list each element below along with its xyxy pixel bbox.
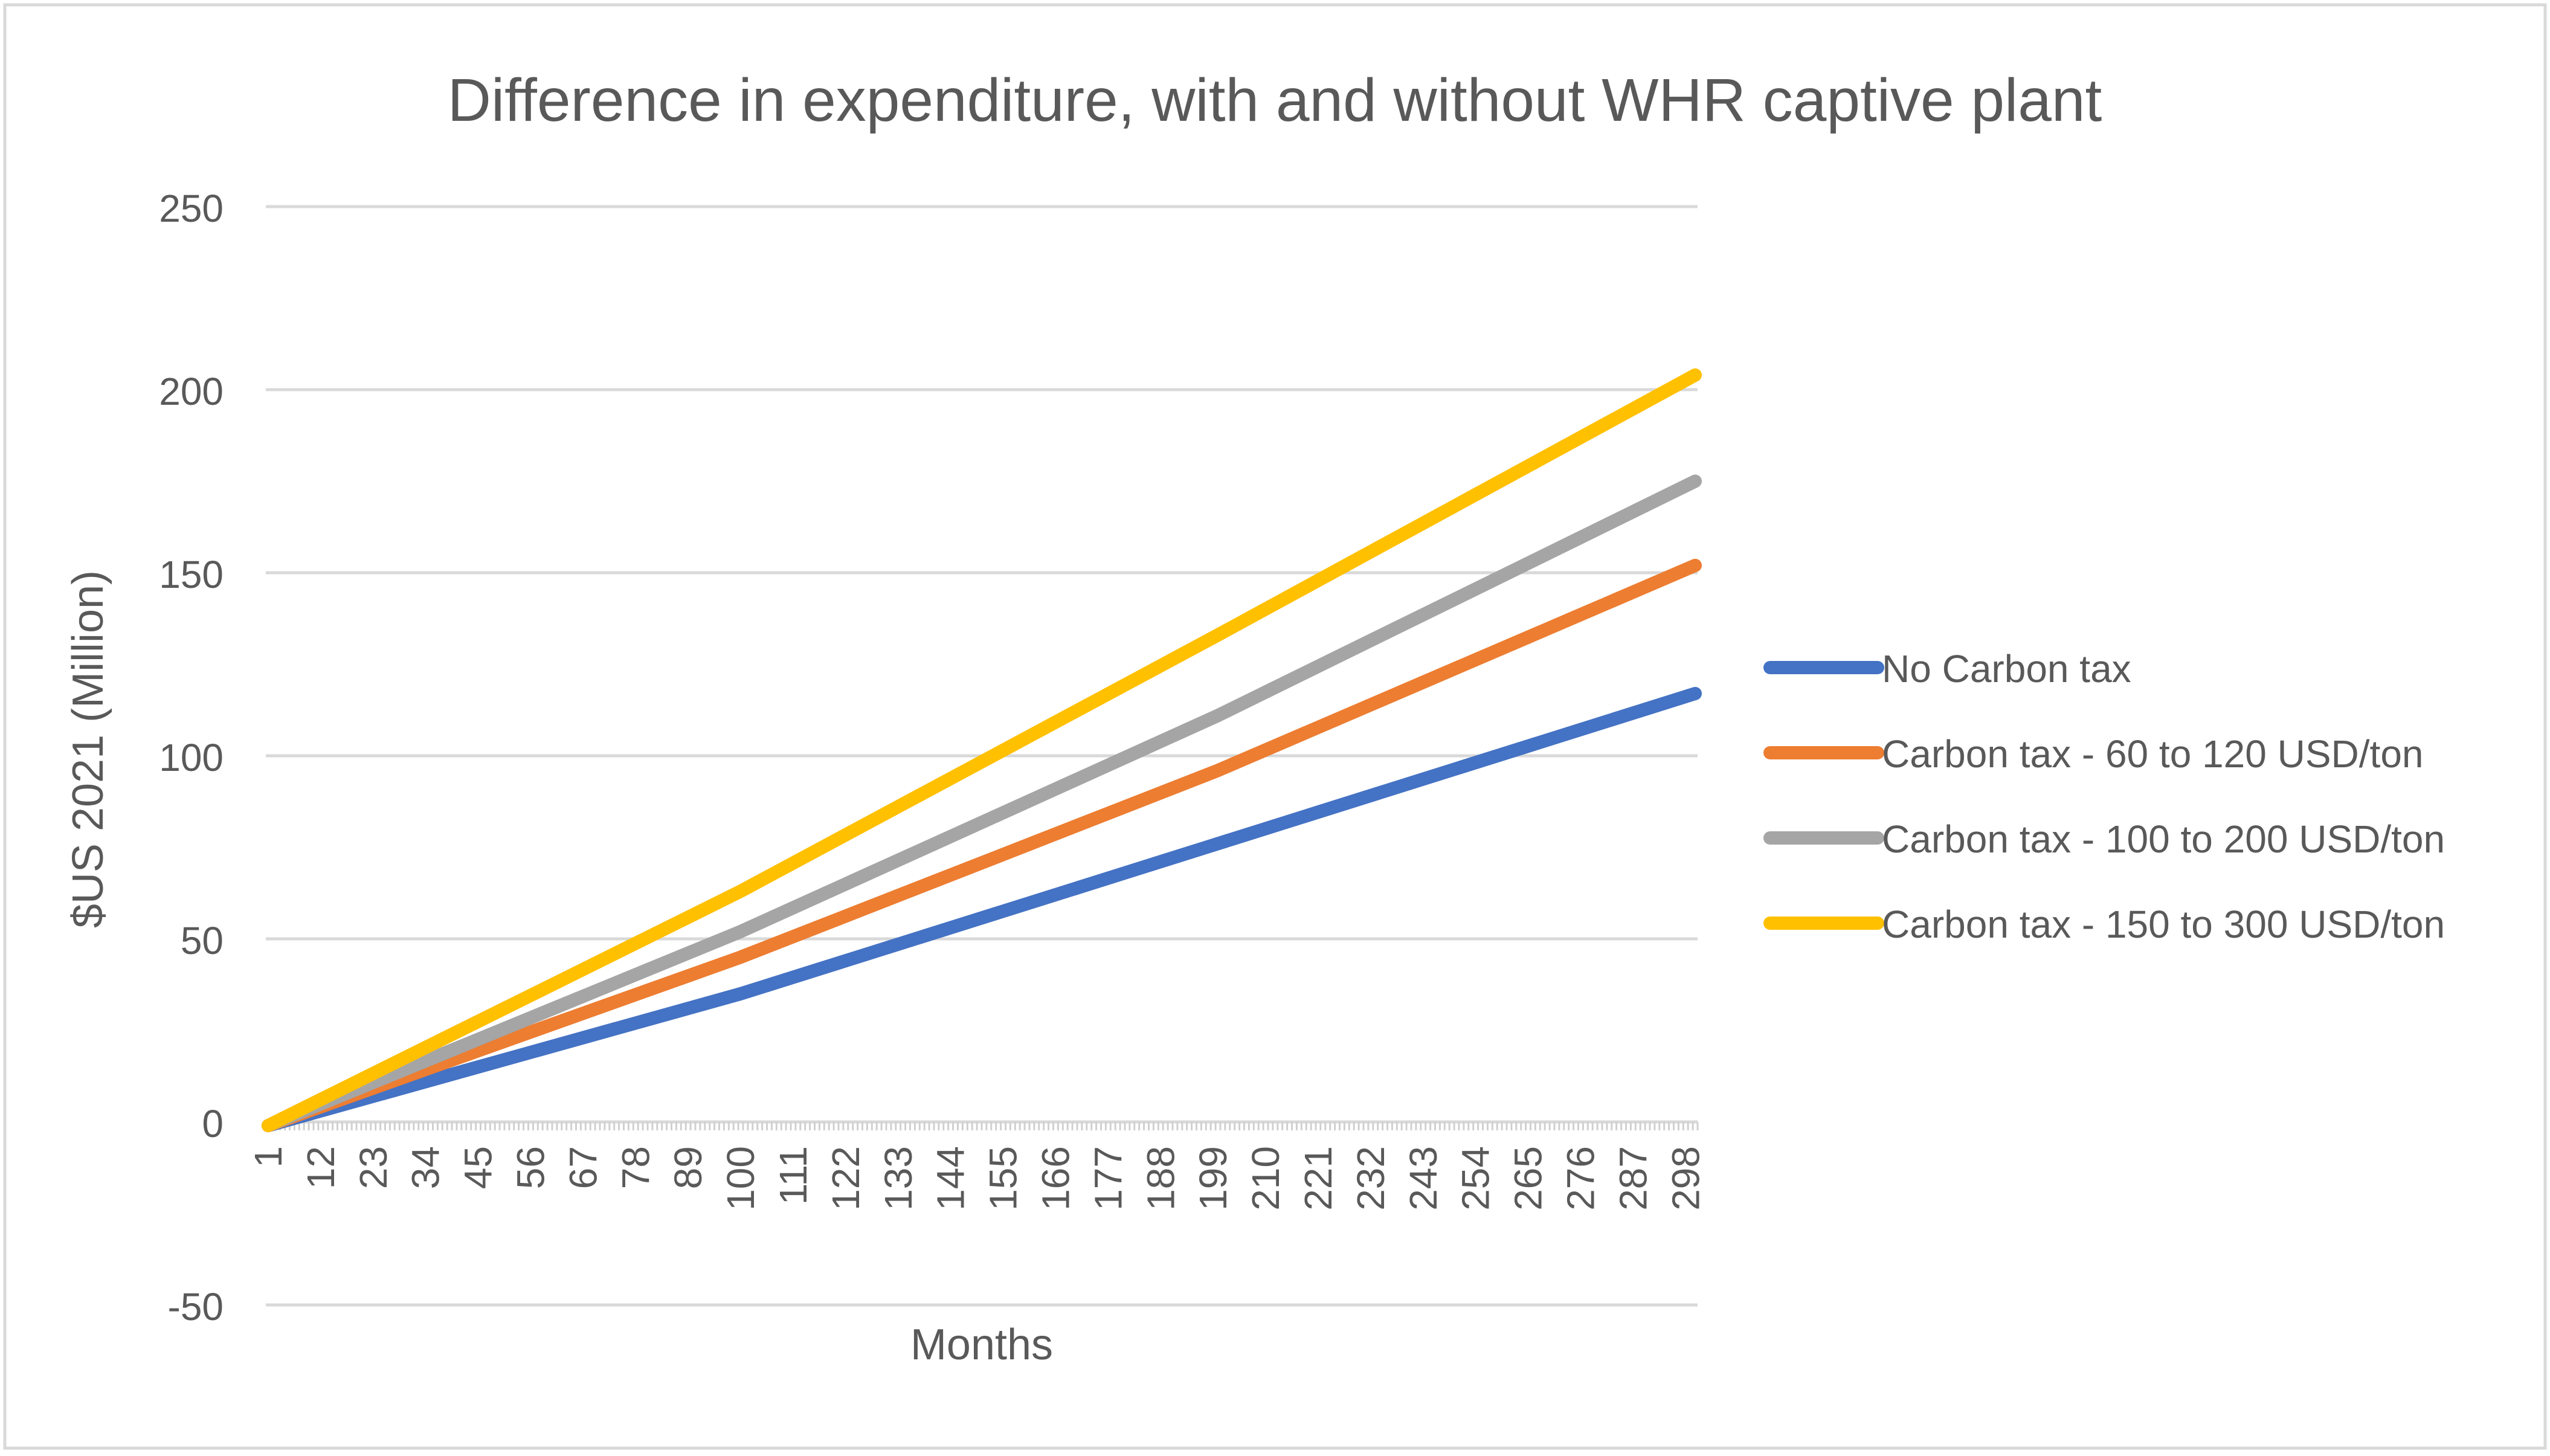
x-tick-label: 254 xyxy=(1454,1146,1498,1211)
legend-label-1: No Carbon tax xyxy=(1882,647,2131,691)
y-tick-label: -50 xyxy=(168,1285,224,1329)
chart-border xyxy=(3,3,2547,1450)
x-tick-label: 298 xyxy=(1664,1146,1707,1211)
chart-title: Difference in expenditure, with and with… xyxy=(448,66,2102,134)
x-tick-label: 144 xyxy=(929,1146,973,1211)
x-tick-label: 276 xyxy=(1559,1146,1602,1211)
x-axis: 1 12 23 34 45 56 67 78 89 100 111 122 133 144 155 166 17… xyxy=(246,1120,1707,1211)
x-tick-label: 177 xyxy=(1086,1146,1130,1211)
x-tick-label: 78 xyxy=(614,1146,657,1189)
y-axis-label: $US 2021 (Million) xyxy=(64,570,112,928)
series-line-3 xyxy=(261,474,1702,1133)
x-tick-label: 188 xyxy=(1139,1146,1182,1211)
x-tick-label: 122 xyxy=(824,1146,868,1211)
x-tick-label: 265 xyxy=(1507,1146,1550,1211)
x-tick-label: 1 xyxy=(246,1146,290,1168)
legend-label-2: Carbon tax - 60 to 120 USD/ton xyxy=(1882,732,2424,776)
legend-label-3: Carbon tax - 100 to 200 USD/ton xyxy=(1882,817,2445,861)
x-tick-label: 56 xyxy=(509,1146,552,1189)
x-tick-label: 45 xyxy=(457,1146,500,1189)
y-tick-label: 150 xyxy=(159,553,224,596)
x-tick-label: 89 xyxy=(666,1146,710,1189)
y-tick-label: 100 xyxy=(159,736,224,779)
legend: No Carbon tax Carbon tax - 60 to 120 USD/… xyxy=(1763,647,2445,946)
x-tick-label: 23 xyxy=(352,1146,395,1189)
x-tick-label: 67 xyxy=(561,1146,605,1189)
y-tick-label: 250 xyxy=(159,187,224,230)
x-tick-label: 287 xyxy=(1611,1146,1655,1211)
y-axis-ticks: -50 0 50 100 150 200 250 xyxy=(159,187,224,1329)
legend-label-4: Carbon tax - 150 to 300 USD/ton xyxy=(1882,903,2445,946)
series-line-4 xyxy=(261,368,1702,1133)
x-axis-tick-marks xyxy=(265,1122,1699,1130)
series-line-1 xyxy=(261,687,1702,1133)
x-tick-label: 133 xyxy=(877,1146,920,1211)
x-tick-label: 155 xyxy=(982,1146,1025,1211)
x-tick-label: 210 xyxy=(1244,1146,1287,1211)
x-tick-label: 232 xyxy=(1349,1146,1393,1211)
y-tick-label: 50 xyxy=(181,919,224,962)
x-tick-label: 34 xyxy=(404,1146,448,1189)
x-axis-label: Months xyxy=(910,1321,1053,1369)
series-line-2 xyxy=(261,558,1702,1133)
series-lines xyxy=(261,368,1702,1133)
x-tick-label: 221 xyxy=(1296,1146,1340,1211)
x-tick-label: 199 xyxy=(1191,1146,1235,1211)
x-tick-label: 111 xyxy=(771,1146,815,1205)
x-tick-label: 166 xyxy=(1034,1146,1077,1211)
x-tick-label: 243 xyxy=(1402,1146,1445,1211)
x-tick-label: 100 xyxy=(719,1146,762,1211)
y-tick-label: 0 xyxy=(202,1102,224,1145)
y-tick-label: 200 xyxy=(159,370,224,413)
x-tick-label: 12 xyxy=(299,1146,343,1189)
